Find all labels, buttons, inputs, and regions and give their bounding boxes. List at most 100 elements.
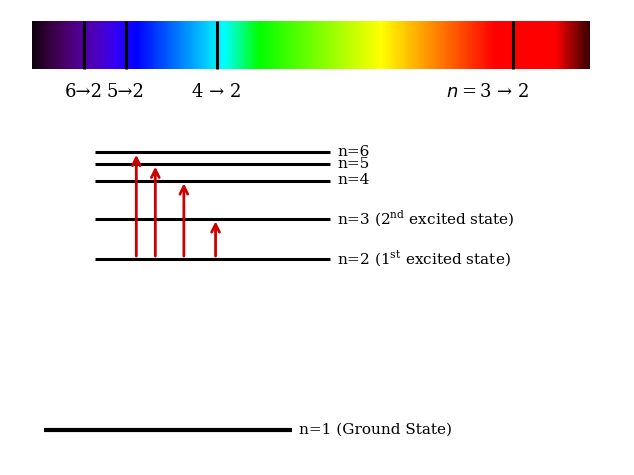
Bar <box>553 21 555 69</box>
Bar <box>357 21 358 69</box>
Bar <box>434 21 435 69</box>
Bar <box>522 21 523 69</box>
Bar <box>364 21 365 69</box>
Bar <box>138 21 139 69</box>
Bar <box>110 21 111 69</box>
Bar <box>94 21 95 69</box>
Bar <box>462 21 463 69</box>
Bar <box>410 21 411 69</box>
Bar <box>99 21 100 69</box>
Bar <box>353 21 354 69</box>
Bar <box>353 21 354 69</box>
Bar <box>84 21 85 69</box>
Text: 4 → 2: 4 → 2 <box>192 83 241 101</box>
Bar <box>574 21 575 69</box>
Bar <box>49 21 51 69</box>
Bar <box>508 21 509 69</box>
Bar <box>534 21 535 69</box>
Bar <box>356 21 358 69</box>
Bar <box>446 21 448 69</box>
Bar <box>355 21 356 69</box>
Bar <box>488 21 489 69</box>
Bar <box>36 21 37 69</box>
Bar <box>309 21 310 69</box>
Bar <box>289 21 290 69</box>
Text: $n$ = 3 → 2: $n$ = 3 → 2 <box>446 83 529 101</box>
Bar <box>566 21 567 69</box>
Bar <box>432 21 433 69</box>
Bar <box>293 21 294 69</box>
Bar <box>465 21 466 69</box>
Bar <box>130 21 131 69</box>
Bar <box>317 21 318 69</box>
Bar <box>503 21 505 69</box>
Bar <box>330 21 332 69</box>
Bar <box>383 21 384 69</box>
Bar <box>550 21 552 69</box>
Bar <box>417 21 418 69</box>
Bar <box>239 21 240 69</box>
Bar <box>480 21 481 69</box>
Bar <box>147 21 148 69</box>
Bar <box>388 21 389 69</box>
Bar <box>425 21 426 69</box>
Bar <box>123 21 124 69</box>
Bar <box>217 21 219 69</box>
Bar <box>176 21 177 69</box>
Bar <box>153 21 155 69</box>
Bar <box>197 21 198 69</box>
Bar <box>158 21 159 69</box>
Bar <box>243 21 244 69</box>
Bar <box>325 21 327 69</box>
Bar <box>71 21 72 69</box>
Text: n=2 (1$^{\mathregular{st}}$ excited state): n=2 (1$^{\mathregular{st}}$ excited stat… <box>337 249 511 269</box>
Bar <box>245 21 246 69</box>
Bar <box>288 21 290 69</box>
Bar <box>269 21 270 69</box>
Bar <box>259 21 261 69</box>
Bar <box>95 21 96 69</box>
Bar <box>231 21 232 69</box>
Bar <box>120 21 121 69</box>
Bar <box>150 21 151 69</box>
Bar <box>216 21 217 69</box>
Bar <box>504 21 505 69</box>
Bar <box>187 21 188 69</box>
Bar <box>452 21 453 69</box>
Bar <box>429 21 430 69</box>
Bar <box>541 21 543 69</box>
Bar <box>434 21 436 69</box>
Bar <box>520 21 521 69</box>
Bar <box>319 21 320 69</box>
Bar <box>491 21 493 69</box>
Bar <box>74 21 75 69</box>
Bar <box>540 21 541 69</box>
Bar <box>41 21 42 69</box>
Bar <box>500 21 501 69</box>
Bar <box>281 21 282 69</box>
Bar <box>569 21 571 69</box>
Bar <box>490 21 491 69</box>
Bar <box>174 21 175 69</box>
Bar <box>432 21 434 69</box>
Bar <box>183 21 184 69</box>
Bar <box>382 21 384 69</box>
Bar <box>448 21 450 69</box>
Bar <box>515 21 517 69</box>
Bar <box>283 21 285 69</box>
Bar <box>275 21 276 69</box>
Bar <box>62 21 63 69</box>
Bar <box>344 21 346 69</box>
Bar <box>65 21 67 69</box>
Bar <box>112 21 113 69</box>
Bar <box>136 21 137 69</box>
Bar <box>203 21 204 69</box>
Bar <box>287 21 288 69</box>
Bar <box>53 21 55 69</box>
Bar <box>231 21 233 69</box>
Bar <box>80 21 81 69</box>
Bar <box>481 21 482 69</box>
Bar <box>492 21 493 69</box>
Bar <box>86 21 87 69</box>
Bar <box>524 21 525 69</box>
